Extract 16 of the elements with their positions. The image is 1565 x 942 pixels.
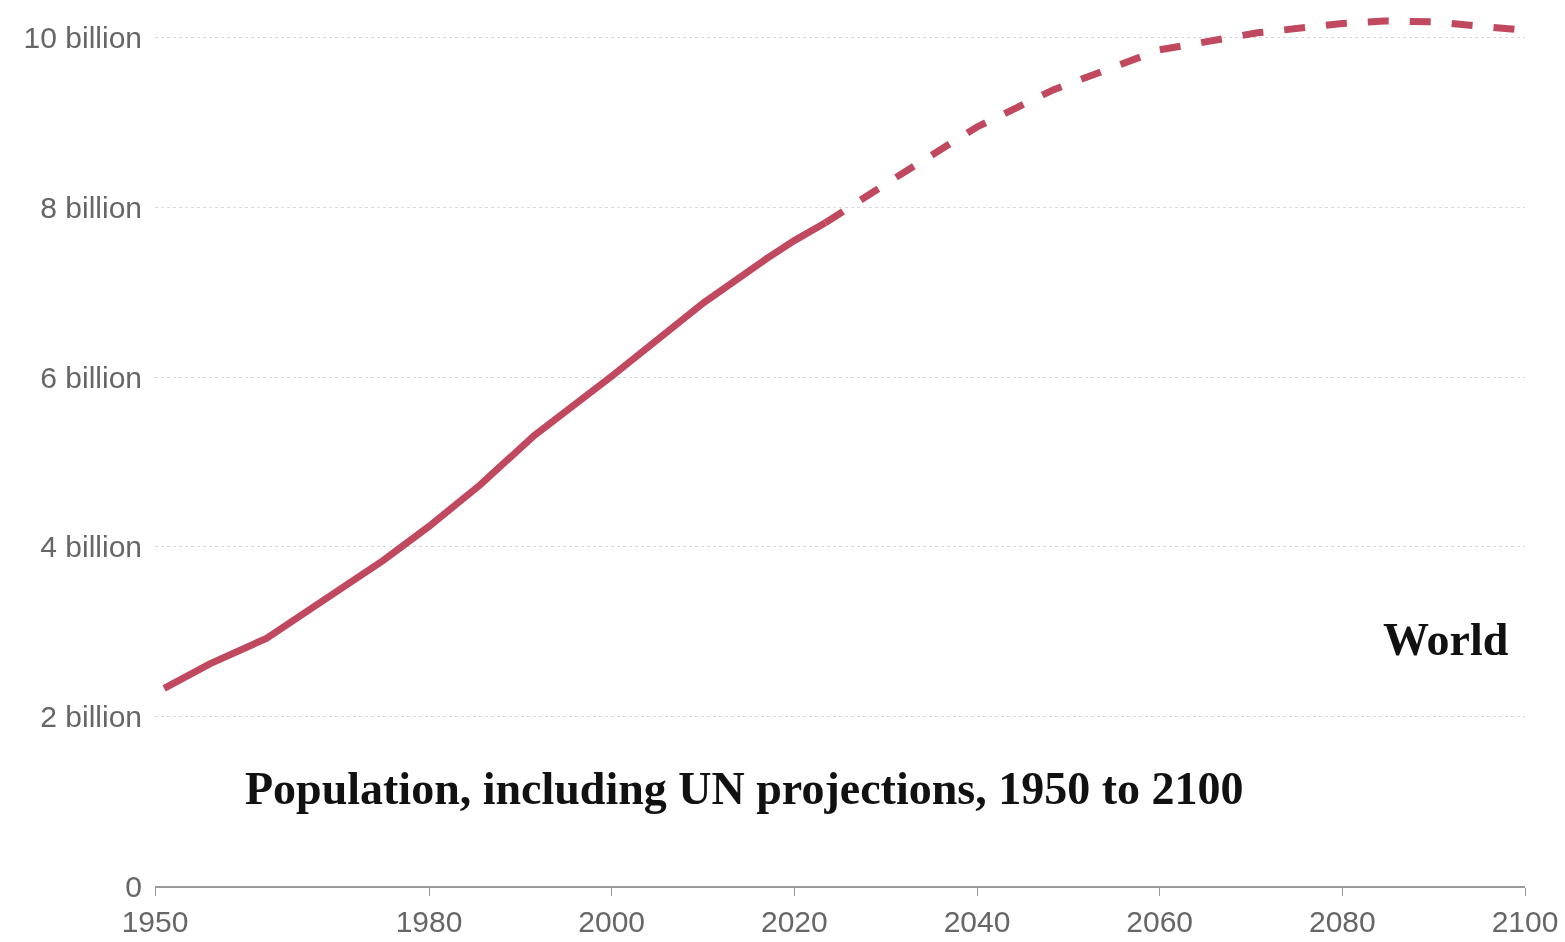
text: World (1383, 614, 1509, 665)
y-tick-label: 10 billion (23, 21, 142, 55)
x-tick-label: 2080 (1308, 905, 1376, 938)
x-tick-label: 2060 (1126, 905, 1194, 938)
x-tick-label: 1980 (395, 905, 463, 938)
x-tick-label: 2100 (1491, 905, 1559, 938)
y-tick-label: 4 billion (40, 530, 142, 564)
y-tick-label: 0 (125, 869, 142, 903)
x-tick-label: 2020 (760, 905, 828, 938)
x-tick-label: 1950 (121, 905, 189, 938)
text: Population, including UN projections, 1950 to 2100 (245, 763, 1244, 814)
x-tick-label: 2040 (943, 905, 1011, 938)
y-tick-label: 6 billion (40, 360, 142, 394)
y-tick-label: 2 billion (40, 699, 142, 733)
x-tick-label: 2000 (578, 905, 646, 938)
y-tick-label: 8 billion (40, 191, 142, 225)
